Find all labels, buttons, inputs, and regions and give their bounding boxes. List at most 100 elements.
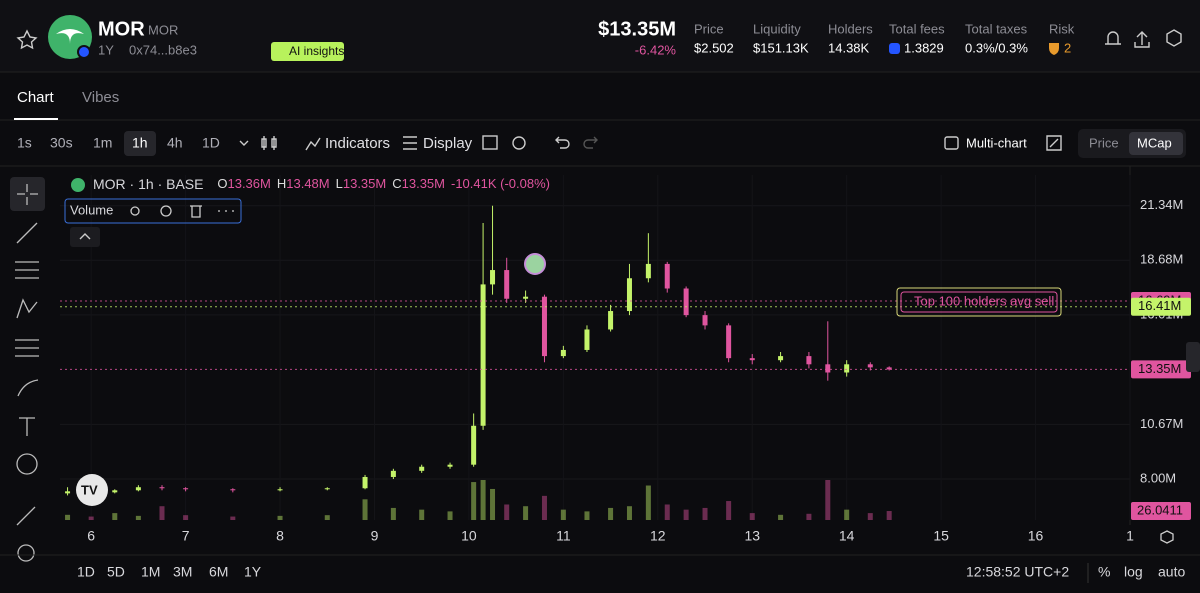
timeframe[interactable]: 1D [202, 135, 220, 151]
volume-bar [778, 514, 784, 520]
clock: 12:58:52 UTC+2 [966, 564, 1069, 580]
x-tick-label: 13 [744, 528, 760, 544]
volume-indicator[interactable] [64, 198, 242, 224]
candle-body [778, 356, 784, 361]
toolbar-multichart[interactable]: Multi-chart [966, 135, 1027, 150]
ruler-tool[interactable] [16, 506, 36, 526]
ohlc-value: 13.48M [286, 176, 329, 191]
token-name: MOR [98, 18, 145, 40]
candle-body [664, 263, 670, 289]
multichart-checkbox[interactable] [944, 136, 959, 150]
axis-settings-icon[interactable] [1160, 530, 1174, 544]
toolbar-indicators[interactable]: Indicators [325, 135, 390, 152]
collapse-icon[interactable] [79, 233, 91, 240]
stat-value: $2.502 [694, 40, 734, 55]
tv-logo [76, 474, 108, 506]
candle-body [608, 311, 614, 330]
side-panel-toggle[interactable] [1186, 342, 1200, 372]
volume-bar [504, 504, 510, 520]
volume-bar [471, 482, 477, 520]
collapse-button[interactable] [70, 227, 100, 247]
settings-icon[interactable] [160, 205, 172, 217]
stat-value: 14.38K [828, 40, 870, 55]
range-button[interactable]: 5D [107, 564, 125, 580]
range-button[interactable]: 1M [141, 564, 160, 580]
stat-value: 0.3%/0.3% [965, 40, 1028, 55]
candle-body [324, 488, 330, 490]
ai-label[interactable]: AI insights [289, 44, 344, 58]
trendline-tool[interactable] [16, 222, 38, 244]
active-tool[interactable] [10, 177, 45, 211]
fullscreen-icon[interactable] [1046, 135, 1062, 151]
settings-icon[interactable] [512, 136, 526, 150]
toolbar-mcap[interactable]: MCap [1137, 135, 1172, 150]
ohlc-change: -10.41K (-0.08%) [451, 176, 550, 191]
candle-body [702, 315, 708, 326]
brush-tool[interactable] [17, 379, 39, 397]
x-tick-label: 10 [461, 528, 477, 544]
candle-body [560, 349, 566, 357]
candle-body [471, 425, 477, 465]
dropdown-icon[interactable] [239, 140, 249, 146]
candle-body [867, 364, 873, 368]
range-button[interactable]: 1D [77, 564, 95, 580]
range-button[interactable]: 1Y [244, 564, 262, 580]
candle-body [504, 270, 510, 299]
candle-body [726, 325, 732, 359]
timeframe[interactable]: 1s [17, 135, 32, 151]
delete-icon[interactable] [190, 205, 202, 218]
alert-icon[interactable] [1105, 31, 1121, 45]
volume-bar [626, 506, 632, 520]
projection-tool[interactable] [15, 339, 39, 357]
fib-tool[interactable] [15, 261, 39, 279]
volume-bar [825, 480, 831, 520]
display-icon[interactable] [403, 136, 417, 150]
range-button[interactable]: 6M [209, 564, 228, 580]
ohlc-key: O [217, 176, 227, 191]
timeframe[interactable]: 1h [132, 135, 148, 151]
undo-icon[interactable] [555, 136, 570, 149]
volume-bar [844, 509, 850, 520]
timeframe[interactable]: 4h [167, 135, 183, 151]
active-timeframe [124, 131, 156, 156]
event-marker[interactable] [524, 253, 546, 275]
token-address[interactable]: 0x74...b8e3 [129, 42, 197, 57]
candle-body [277, 489, 283, 491]
text-tool[interactable] [19, 417, 35, 436]
volume-bar [490, 488, 496, 520]
star-icon[interactable] [16, 29, 38, 50]
zoom-tool[interactable] [17, 544, 35, 562]
indicators-icon[interactable] [305, 137, 321, 151]
y-tick-label: 21.34M [1140, 197, 1183, 212]
tab[interactable]: Vibes [82, 89, 119, 106]
ohlc-value: 13.36M [227, 176, 270, 191]
candle-body [447, 464, 453, 467]
visibility-icon[interactable] [130, 206, 140, 216]
x-tick-label: 9 [371, 528, 379, 544]
timeframe[interactable]: 1m [93, 135, 112, 151]
emoji-tool[interactable] [16, 453, 38, 475]
volume-bar [806, 513, 812, 520]
template-icon[interactable] [482, 135, 498, 150]
volume-bar [867, 513, 873, 520]
toolbar-display[interactable]: Display [423, 135, 473, 152]
scale-option[interactable]: log [1124, 564, 1143, 580]
candle-body [683, 288, 689, 316]
range-button[interactable]: 3M [173, 564, 192, 580]
scale-option[interactable]: % [1098, 564, 1110, 580]
timeframe[interactable]: 30s [50, 135, 73, 151]
scale-option[interactable]: auto [1158, 564, 1185, 580]
crosshair-tool[interactable] [17, 184, 38, 205]
toolbar-price[interactable]: Price [1089, 135, 1119, 150]
candle-type-icon[interactable] [261, 136, 277, 150]
ai-badge[interactable] [271, 42, 344, 61]
candle-body [825, 364, 831, 373]
pattern-tool[interactable] [16, 298, 38, 319]
annotation-box [896, 287, 1062, 317]
header-bar [0, 0, 1200, 72]
settings-icon[interactable] [1166, 29, 1182, 47]
tab[interactable]: Chart [17, 89, 55, 106]
share-icon[interactable] [1134, 31, 1150, 48]
